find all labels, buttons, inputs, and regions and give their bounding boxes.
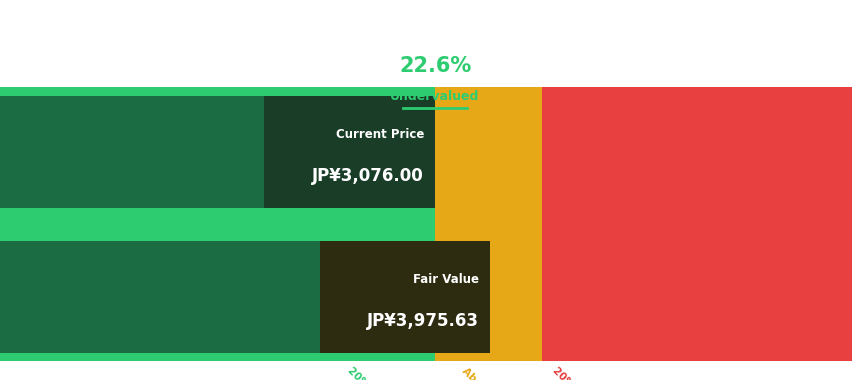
Text: 20% Overvalued: 20% Overvalued — [550, 366, 625, 380]
Text: JP¥3,975.63: JP¥3,975.63 — [367, 312, 479, 330]
Text: JP¥3,076.00: JP¥3,076.00 — [312, 167, 423, 185]
Text: Current Price: Current Price — [335, 128, 423, 141]
Bar — [320, 241, 490, 353]
Bar — [541, 87, 852, 361]
Bar — [0, 241, 490, 353]
Bar — [435, 87, 541, 361]
Text: Fair Value: Fair Value — [413, 273, 479, 287]
Text: About Right: About Right — [459, 366, 516, 380]
Text: 22.6%: 22.6% — [399, 56, 470, 76]
Bar — [0, 96, 435, 208]
Text: 20% Undervalued: 20% Undervalued — [346, 366, 426, 380]
Bar — [264, 96, 435, 208]
Bar — [0, 87, 435, 361]
Text: Undervalued: Undervalued — [390, 90, 479, 103]
